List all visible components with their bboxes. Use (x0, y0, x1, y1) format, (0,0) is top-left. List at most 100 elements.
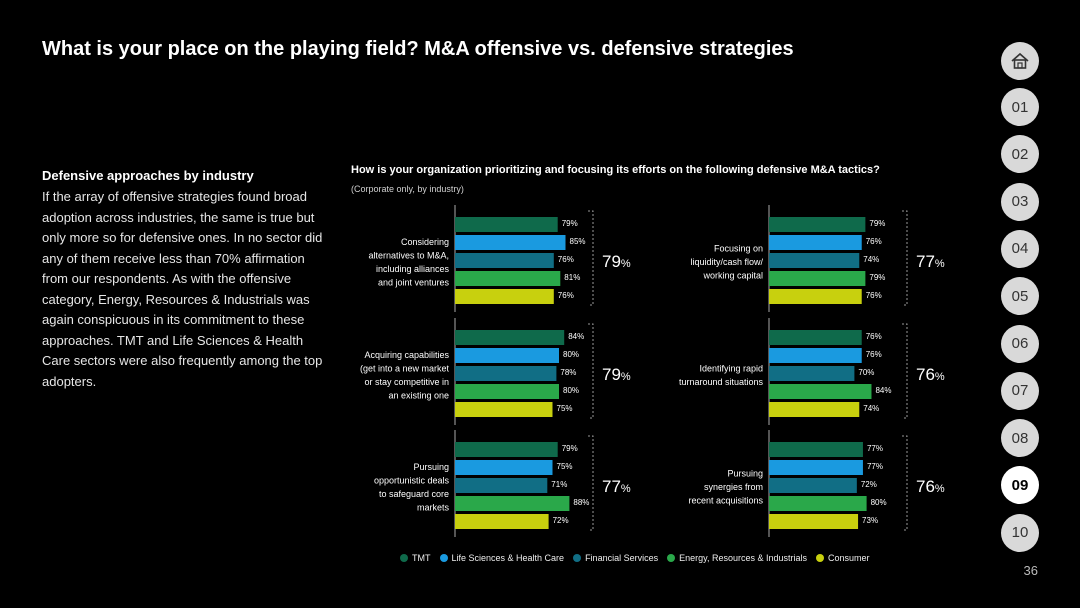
legend-swatch (439, 554, 448, 562)
bar (455, 514, 549, 529)
group-total: 79% (602, 252, 631, 271)
legend-label: Consumer (827, 553, 870, 563)
category-label: Acquiring capabilities (get into a new ma… (360, 350, 450, 401)
legend-item: Financial Services (573, 553, 658, 563)
bar-value-label: 79% (562, 444, 578, 453)
bar-value-label: 80% (871, 498, 887, 507)
nav-section-04[interactable]: 04 (1001, 229, 1039, 268)
category-label: Pursuing synergies from recent acquisition… (688, 469, 763, 506)
bar-value-label: 71% (551, 480, 567, 489)
bar (769, 402, 860, 417)
bar-value-label: 84% (568, 332, 584, 341)
bar (455, 366, 557, 381)
legend-label: Life Sciences & Health Care (451, 553, 565, 563)
nav-section-08[interactable]: 08 (1001, 419, 1039, 458)
section-heading: Defensive approaches by industry (42, 168, 254, 183)
group-bracket (902, 210, 908, 306)
bar (455, 289, 554, 304)
bar (769, 217, 866, 232)
legend-label: TMT (412, 553, 431, 563)
group-bracket (588, 210, 594, 306)
bar-value-label: 75% (557, 404, 573, 413)
bar-value-label: 76% (866, 350, 882, 359)
bar (455, 348, 559, 363)
bar (455, 217, 558, 232)
legend-item: TMT (400, 553, 431, 563)
bar (455, 253, 554, 268)
bar-value-label: 88% (573, 498, 589, 507)
nav-section-01[interactable]: 01 (1001, 88, 1039, 126)
bar-value-label: 73% (862, 516, 878, 525)
group-bracket (588, 323, 594, 419)
bar-value-label: 76% (866, 237, 882, 246)
legend-swatch (400, 554, 408, 562)
category-label: Considering alternatives to M&A, including… (368, 237, 449, 288)
legend-swatch (815, 554, 824, 562)
bar (455, 442, 558, 457)
group-total: 79% (602, 365, 631, 384)
bar-value-label: 81% (564, 273, 580, 282)
nav-section-03[interactable]: 03 (1001, 182, 1039, 221)
legend-item: Consumer (815, 553, 870, 563)
bar (455, 384, 559, 399)
category-label: Pursuing opportunistic deals to safeguard … (374, 462, 450, 513)
category-label: Focusing on liquidity/cash flow/working c… (690, 244, 763, 281)
group-bracket (902, 323, 908, 419)
bar-value-label: 74% (863, 404, 879, 413)
bar (769, 442, 863, 457)
category-label: Identifying rapid turnaround situations (679, 363, 764, 387)
nav-section-06[interactable]: 06 (1001, 324, 1039, 363)
nav-section-09[interactable]: 09 (1001, 466, 1039, 505)
bar-value-label: 75% (557, 462, 573, 471)
bar-value-label: 72% (861, 480, 877, 489)
chart-subtitle: (Corporate only, by industry) (351, 184, 464, 194)
section-body: If the array of offensive strategies fou… (42, 189, 323, 389)
legend-item: Life Sciences & Health Care (439, 553, 565, 563)
bar (769, 366, 855, 381)
page-number: 36 (1023, 563, 1038, 578)
group-total: 77% (916, 252, 945, 271)
bar (769, 384, 872, 399)
bar (455, 235, 566, 250)
bar-value-label: 80% (563, 386, 579, 395)
legend-item: Energy, Resources & Industrials (667, 553, 807, 563)
nav-section-10[interactable]: 10 (1001, 513, 1039, 552)
house-icon (1011, 52, 1029, 69)
nav-section-05[interactable]: 05 (1001, 277, 1039, 316)
bar-value-label: 76% (558, 255, 574, 264)
legend-swatch (573, 554, 582, 562)
group-bracket (902, 435, 908, 531)
bar-value-label: 70% (858, 368, 874, 377)
bar-value-label: 79% (869, 219, 885, 228)
nav-section-02[interactable]: 02 (1001, 135, 1039, 174)
bar (769, 330, 862, 345)
home-button[interactable] (1001, 42, 1039, 80)
bar-value-label: 85% (570, 237, 586, 246)
bar-value-label: 80% (563, 350, 579, 359)
legend-label: Financial Services (585, 553, 659, 563)
bar (769, 478, 857, 493)
nav-section-07[interactable]: 07 (1001, 371, 1039, 410)
group-total: 76% (916, 477, 945, 496)
bar (769, 496, 867, 511)
bar-value-label: 76% (866, 332, 882, 341)
bar-value-label: 76% (866, 291, 882, 300)
bar-value-label: 78% (560, 368, 576, 377)
legend-label: Energy, Resources & Industrials (679, 553, 807, 563)
bar (769, 235, 862, 250)
bar (455, 271, 561, 286)
bar (769, 271, 866, 286)
group-total: 76% (916, 365, 945, 384)
bar (455, 478, 548, 493)
bar-value-label: 72% (553, 516, 569, 525)
group-total: 77% (602, 477, 631, 496)
bar (769, 514, 859, 529)
bar (769, 460, 863, 475)
bar-value-label: 77% (867, 444, 883, 453)
bar-value-label: 76% (558, 291, 574, 300)
legend-swatch (667, 554, 676, 562)
bar (455, 460, 553, 475)
bar (769, 348, 862, 363)
bar (769, 253, 860, 268)
